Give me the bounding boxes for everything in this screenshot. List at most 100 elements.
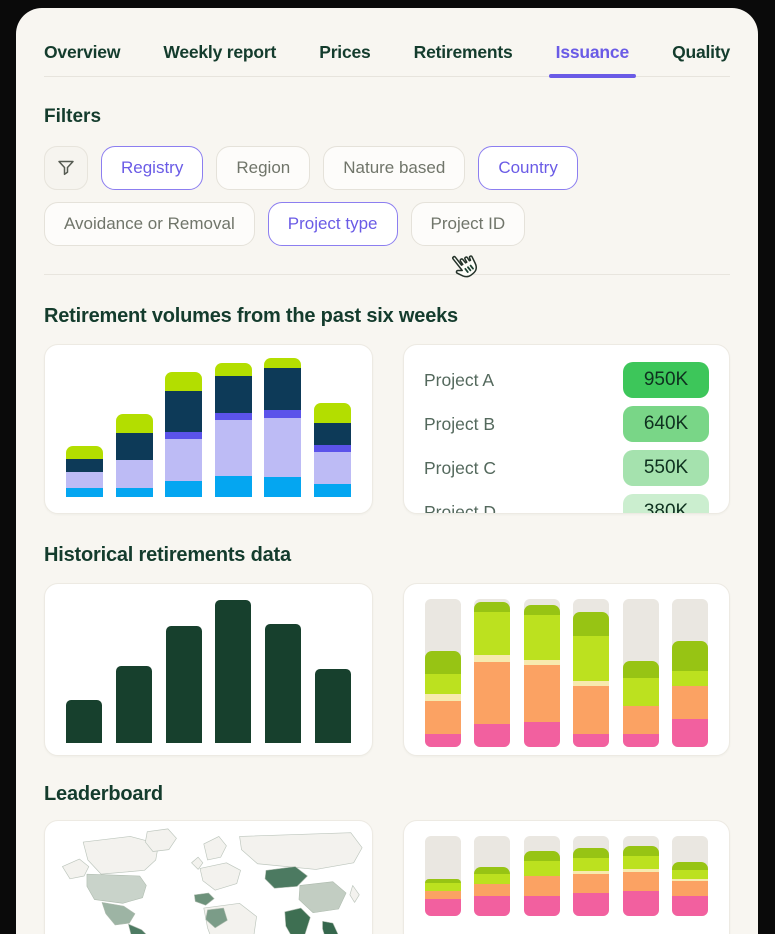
- filter-chip-avoidance-or-removal[interactable]: Avoidance or Removal: [44, 202, 255, 246]
- stacked-bar: [474, 836, 511, 916]
- bar-segment-lime: [573, 858, 610, 871]
- filter-chip-registry[interactable]: Registry: [101, 146, 204, 190]
- filters-heading: Filters: [44, 106, 102, 127]
- filter-funnel-button[interactable]: [44, 146, 88, 190]
- project-name: Project A: [424, 369, 495, 390]
- section-divider: [44, 274, 730, 275]
- bar-segment-pink: [523, 722, 560, 747]
- bar-segment-lavender: [66, 472, 103, 488]
- bar-segment-lavender: [115, 460, 153, 488]
- bar-segment-lime: [474, 874, 511, 884]
- bar-segment-navy: [264, 368, 302, 410]
- bar-segment-orange: [474, 662, 511, 724]
- bar-segment-lime: [165, 372, 203, 391]
- bar-segment-navy: [66, 459, 103, 472]
- filter-chip-region[interactable]: Region: [216, 146, 311, 190]
- project-row: Project C 550K: [424, 450, 709, 486]
- leaderboard-row: [44, 820, 730, 934]
- bar-segment-orange: [671, 686, 708, 719]
- filter-chip-project-id[interactable]: Project ID: [410, 202, 526, 246]
- stacked-bar: [264, 358, 302, 497]
- bar-segment-dark_lime: [523, 851, 560, 861]
- tab-weekly-report[interactable]: Weekly report: [163, 42, 277, 62]
- bar-segment-navy: [115, 433, 153, 460]
- bar-segment-blue: [313, 484, 351, 497]
- filter-chip-country[interactable]: Country: [478, 146, 578, 190]
- bar-segment-cream: [671, 879, 708, 881]
- stacked-bar: [313, 403, 351, 497]
- tab-retirements[interactable]: Retirements: [413, 42, 513, 62]
- bar-segment-dark_lime: [425, 879, 461, 883]
- filter-chip-project-type[interactable]: Project type: [267, 202, 398, 246]
- project-name: Project C: [424, 457, 496, 478]
- bar-segment-cream: [523, 660, 560, 665]
- filter-chip-row-2: Avoidance or Removal Project type Projec…: [44, 202, 730, 246]
- bar-segment-lime: [622, 856, 659, 869]
- tab-issuance[interactable]: Issuance: [548, 42, 637, 78]
- project-value-badge: 380K: [623, 494, 709, 513]
- leaderboard-stacked-chart: [404, 821, 729, 934]
- bar-segment-pink: [573, 734, 610, 747]
- bar-segment-lime: [425, 883, 461, 891]
- tab-overview[interactable]: Overview: [44, 42, 121, 62]
- bar: [265, 624, 302, 743]
- stacked-bar: [425, 599, 461, 747]
- stacked-bar: [425, 836, 461, 916]
- bar-segment-lime: [264, 358, 302, 368]
- project-value-badge: 950K: [623, 362, 709, 398]
- historical-stacked-card: [403, 583, 730, 756]
- stacked-bar: [523, 836, 560, 916]
- project-value-badge: 640K: [623, 406, 709, 442]
- cursor-pointer-icon: [444, 248, 484, 295]
- bar-segment-dark_lime: [622, 846, 659, 856]
- historical-row: [44, 583, 730, 756]
- bar-segment-blue: [165, 481, 203, 497]
- bar-segment-orange: [523, 665, 560, 722]
- bar-segment-lime: [115, 414, 153, 433]
- bar-segment-cream: [474, 655, 511, 662]
- weekly-volumes-chart-card: [44, 344, 373, 514]
- bar-segment-dark_lime: [671, 641, 708, 671]
- bar-segment-lime: [425, 674, 461, 694]
- bar-segment-violet: [214, 413, 252, 420]
- bar-segment-lime: [66, 446, 103, 459]
- bar-segment-lime: [474, 612, 511, 655]
- leaderboard-stacked-card: [403, 820, 730, 934]
- tab-quality[interactable]: Quality: [672, 42, 730, 62]
- bar-segment-pink: [523, 896, 560, 916]
- project-leaderboard-card: Project A 950K Project B 640K Project C …: [403, 344, 730, 514]
- bar-segment-dark_lime: [573, 848, 610, 858]
- bar-segment-orange: [622, 872, 659, 891]
- bar-segment-orange: [573, 686, 610, 734]
- bar-segment-lime: [523, 861, 560, 876]
- bar-segment-navy: [165, 391, 203, 432]
- funnel-icon: [56, 157, 76, 180]
- bar-segment-blue: [66, 488, 103, 497]
- bar-segment-cream: [573, 681, 610, 686]
- bar-segment-orange: [573, 874, 610, 893]
- stacked-bar: [214, 363, 252, 497]
- bar-segment-blue: [264, 477, 302, 497]
- bar-segment-lime: [671, 870, 708, 879]
- project-value-badge: 550K: [623, 450, 709, 486]
- project-row: Project D 380K: [424, 494, 709, 513]
- bar-segment-pink: [474, 896, 511, 916]
- filter-chip-row-1: Registry Region Nature based Country: [44, 146, 730, 190]
- bar-segment-pink: [671, 896, 708, 916]
- bar-segment-violet: [165, 432, 203, 439]
- bar-segment-lime: [573, 636, 610, 681]
- historical-stacked-chart: [404, 584, 729, 755]
- bar-segment-pink: [622, 734, 659, 747]
- stacked-bar: [165, 372, 203, 497]
- tab-prices[interactable]: Prices: [319, 42, 371, 62]
- bar-segment-orange: [622, 706, 659, 734]
- filter-chip-nature-based[interactable]: Nature based: [323, 146, 466, 190]
- bar-segment-lime: [523, 615, 560, 660]
- filters-section: Filters Registry Region Nature based Cou…: [44, 106, 730, 246]
- bar-segment-dark_lime: [474, 602, 511, 612]
- bar-segment-dark_lime: [425, 651, 461, 674]
- stacked-bar: [66, 446, 103, 497]
- dashboard-panel: Overview Weekly report Prices Retirement…: [16, 8, 758, 934]
- bar-segment-lime: [313, 403, 351, 423]
